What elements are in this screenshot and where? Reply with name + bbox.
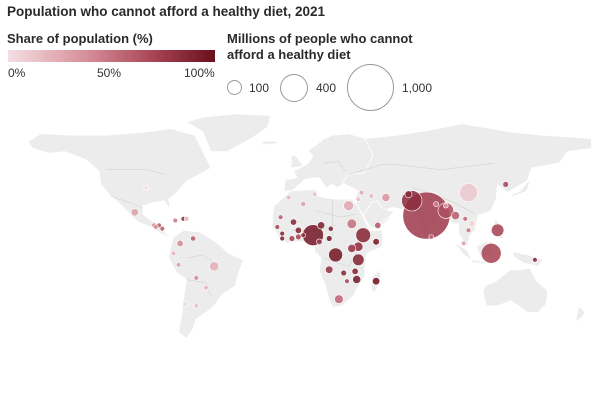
country-bubble[interactable] — [279, 230, 285, 237]
country-bubble[interactable] — [352, 253, 365, 266]
size-legend-title: Millions of people who cannot afford a h… — [227, 31, 413, 62]
landmass-south-america — [168, 229, 244, 340]
country-bubble[interactable] — [193, 275, 200, 281]
size-legend-circle-small — [227, 80, 242, 95]
bubble-layer — [130, 181, 538, 309]
landmass-indonesia-java — [471, 259, 488, 265]
country-bubble[interactable] — [428, 234, 434, 240]
country-bubble[interactable] — [143, 185, 149, 191]
country-bubble[interactable] — [130, 208, 139, 217]
size-legend-label-medium: 400 — [316, 81, 337, 95]
country-border — [348, 162, 495, 175]
country-bubble[interactable] — [532, 257, 538, 263]
size-legend-label-large: 1,000 — [402, 81, 433, 95]
country-bubble[interactable] — [286, 194, 292, 201]
landmass-iceland — [260, 140, 281, 146]
country-bubble[interactable] — [344, 278, 350, 284]
country-bubble[interactable] — [358, 189, 365, 196]
country-bubble[interactable] — [300, 201, 307, 207]
landmass-australia — [482, 267, 549, 313]
country-bubble[interactable] — [372, 277, 381, 286]
country-border — [110, 195, 143, 208]
country-bubble[interactable] — [459, 183, 478, 203]
country-bubble[interactable] — [404, 190, 413, 198]
landmass-japan — [509, 180, 531, 199]
country-bubble[interactable] — [328, 247, 343, 263]
country-bubble[interactable] — [443, 203, 449, 209]
country-bubble[interactable] — [316, 238, 323, 246]
country-bubble[interactable] — [172, 217, 179, 224]
color-legend-tick-mid: 50% — [97, 66, 122, 80]
map-title: Population who cannot afford a healthy d… — [7, 4, 326, 19]
country-bubble[interactable] — [433, 201, 439, 207]
country-bubble[interactable] — [183, 216, 190, 222]
country-border — [316, 210, 357, 218]
country-bubble[interactable] — [274, 224, 280, 230]
landmass-north-america — [27, 128, 212, 238]
country-bubble[interactable] — [462, 216, 468, 222]
country-bubble[interactable] — [343, 200, 354, 211]
country-bubble[interactable] — [374, 221, 382, 229]
country-bubble[interactable] — [502, 181, 509, 188]
country-bubble[interactable] — [465, 227, 472, 234]
country-bubble[interactable] — [209, 261, 220, 272]
country-bubble[interactable] — [159, 226, 166, 232]
country-bubble[interactable] — [372, 238, 380, 246]
country-bubble[interactable] — [351, 267, 359, 275]
color-legend-title: Share of population (%) — [7, 31, 153, 46]
country-border — [324, 161, 346, 172]
color-legend-tick-min: 0% — [8, 66, 26, 80]
country-bubble[interactable] — [368, 193, 374, 199]
landmass-papua — [511, 251, 544, 267]
country-bubble[interactable] — [295, 233, 302, 241]
country-border — [105, 169, 166, 175]
country-bubble[interactable] — [460, 240, 467, 247]
country-bubble[interactable] — [468, 220, 476, 228]
country-bubble[interactable] — [340, 269, 347, 277]
country-bubble[interactable] — [317, 221, 326, 230]
country-bubble[interactable] — [311, 191, 318, 197]
country-bubble[interactable] — [346, 218, 357, 229]
country-bubble[interactable] — [153, 224, 159, 230]
size-legend-circle-medium — [280, 74, 308, 102]
country-bubble[interactable] — [294, 226, 302, 234]
size-legend-circle-large — [347, 64, 394, 111]
country-bubble[interactable] — [327, 225, 334, 232]
landmass-greenland — [185, 113, 272, 153]
country-bubble[interactable] — [289, 218, 297, 226]
color-legend-tick-max: 100% — [184, 66, 215, 80]
country-bubble[interactable] — [334, 294, 344, 304]
country-bubble[interactable] — [203, 285, 209, 291]
country-bubble[interactable] — [175, 262, 182, 268]
country-bubble[interactable] — [355, 196, 361, 202]
country-bubble[interactable] — [193, 303, 200, 309]
country-bubble[interactable] — [190, 235, 196, 242]
size-legend-label-small: 100 — [249, 81, 270, 95]
country-bubble[interactable] — [480, 243, 502, 264]
landmass-new-zealand — [570, 304, 586, 326]
country-bubble[interactable] — [176, 239, 184, 247]
country-bubble[interactable] — [326, 235, 333, 242]
country-bubble[interactable] — [381, 193, 391, 202]
country-border — [186, 279, 212, 297]
country-bubble[interactable] — [279, 235, 285, 242]
country-bubble[interactable] — [170, 250, 177, 257]
country-bubble[interactable] — [277, 214, 284, 220]
country-bubble[interactable] — [355, 227, 371, 243]
country-bubble[interactable] — [451, 211, 460, 220]
country-bubble[interactable] — [352, 275, 362, 284]
landmass-uk — [289, 154, 304, 169]
country-bubble[interactable] — [182, 301, 188, 307]
country-bubble[interactable] — [325, 265, 334, 274]
country-bubble[interactable] — [347, 243, 357, 253]
country-bubble[interactable] — [491, 223, 505, 237]
color-legend-gradient — [8, 50, 215, 62]
country-bubble[interactable] — [437, 202, 454, 219]
country-bubble[interactable] — [300, 232, 306, 238]
country-bubble[interactable] — [288, 235, 296, 242]
